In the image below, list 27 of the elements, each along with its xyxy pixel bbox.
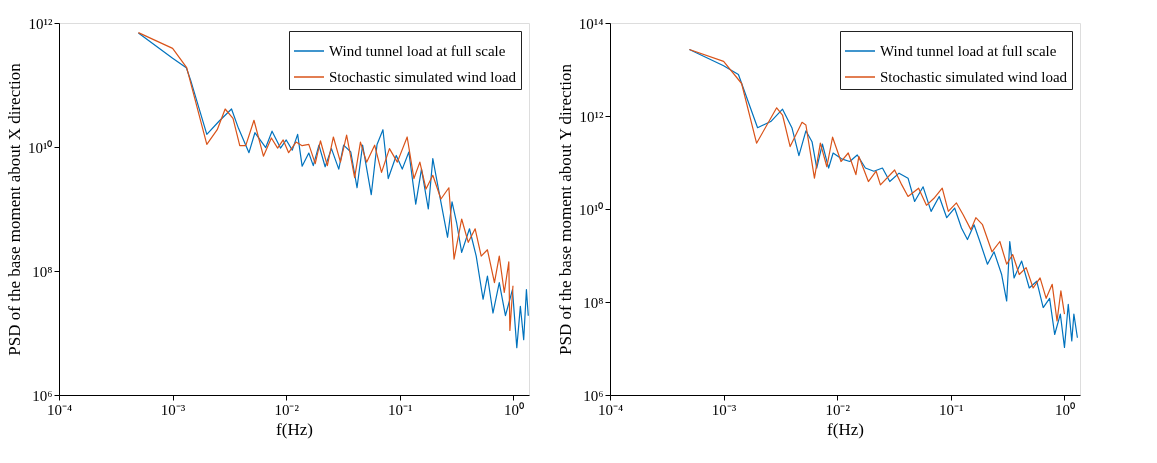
legend-label: Stochastic simulated wind load [880,69,1068,85]
y-tick-label: 10¹⁰ [28,139,53,156]
x-tick-label: 10⁻⁴ [46,401,73,418]
y-axis-title: PSD of the base moment about Y direction [555,63,575,355]
x-axis-title: f(Hz) [276,419,313,439]
y-axis-title: PSD of the base moment about X direction [5,62,24,356]
y-tick-label: 10¹⁴ [578,15,604,32]
y-tick-label: 10⁶ [583,387,604,404]
y-tick-label: 10¹² [579,108,604,125]
y-tick-label: 10¹⁰ [579,201,604,218]
x-tick-label: 10⁻¹ [388,401,413,418]
legend-label: Wind tunnel load at full scale [329,43,506,59]
x-tick-label: 10⁻⁴ [597,401,624,418]
x-tick-label: 10⁰ [503,401,524,418]
x-axis-title: f(Hz) [827,419,864,439]
x-tick-label: 10⁰ [1054,401,1075,418]
y-tick-label: 10⁶ [32,387,53,404]
x-tick-label: 10⁻³ [160,401,186,418]
y-tick-label: 10⁸ [32,263,53,280]
x-tick-label: 10⁻³ [711,401,737,418]
y-tick-label: 10⁸ [583,294,604,311]
legend-label: Wind tunnel load at full scale [880,43,1057,59]
y-tick-label: 10¹² [28,15,53,32]
legend-label: Stochastic simulated wind load [329,69,517,85]
x-tick-label: 10⁻¹ [939,401,964,418]
x-tick-label: 10⁻² [274,401,300,418]
x-tick-label: 10⁻² [825,401,851,418]
